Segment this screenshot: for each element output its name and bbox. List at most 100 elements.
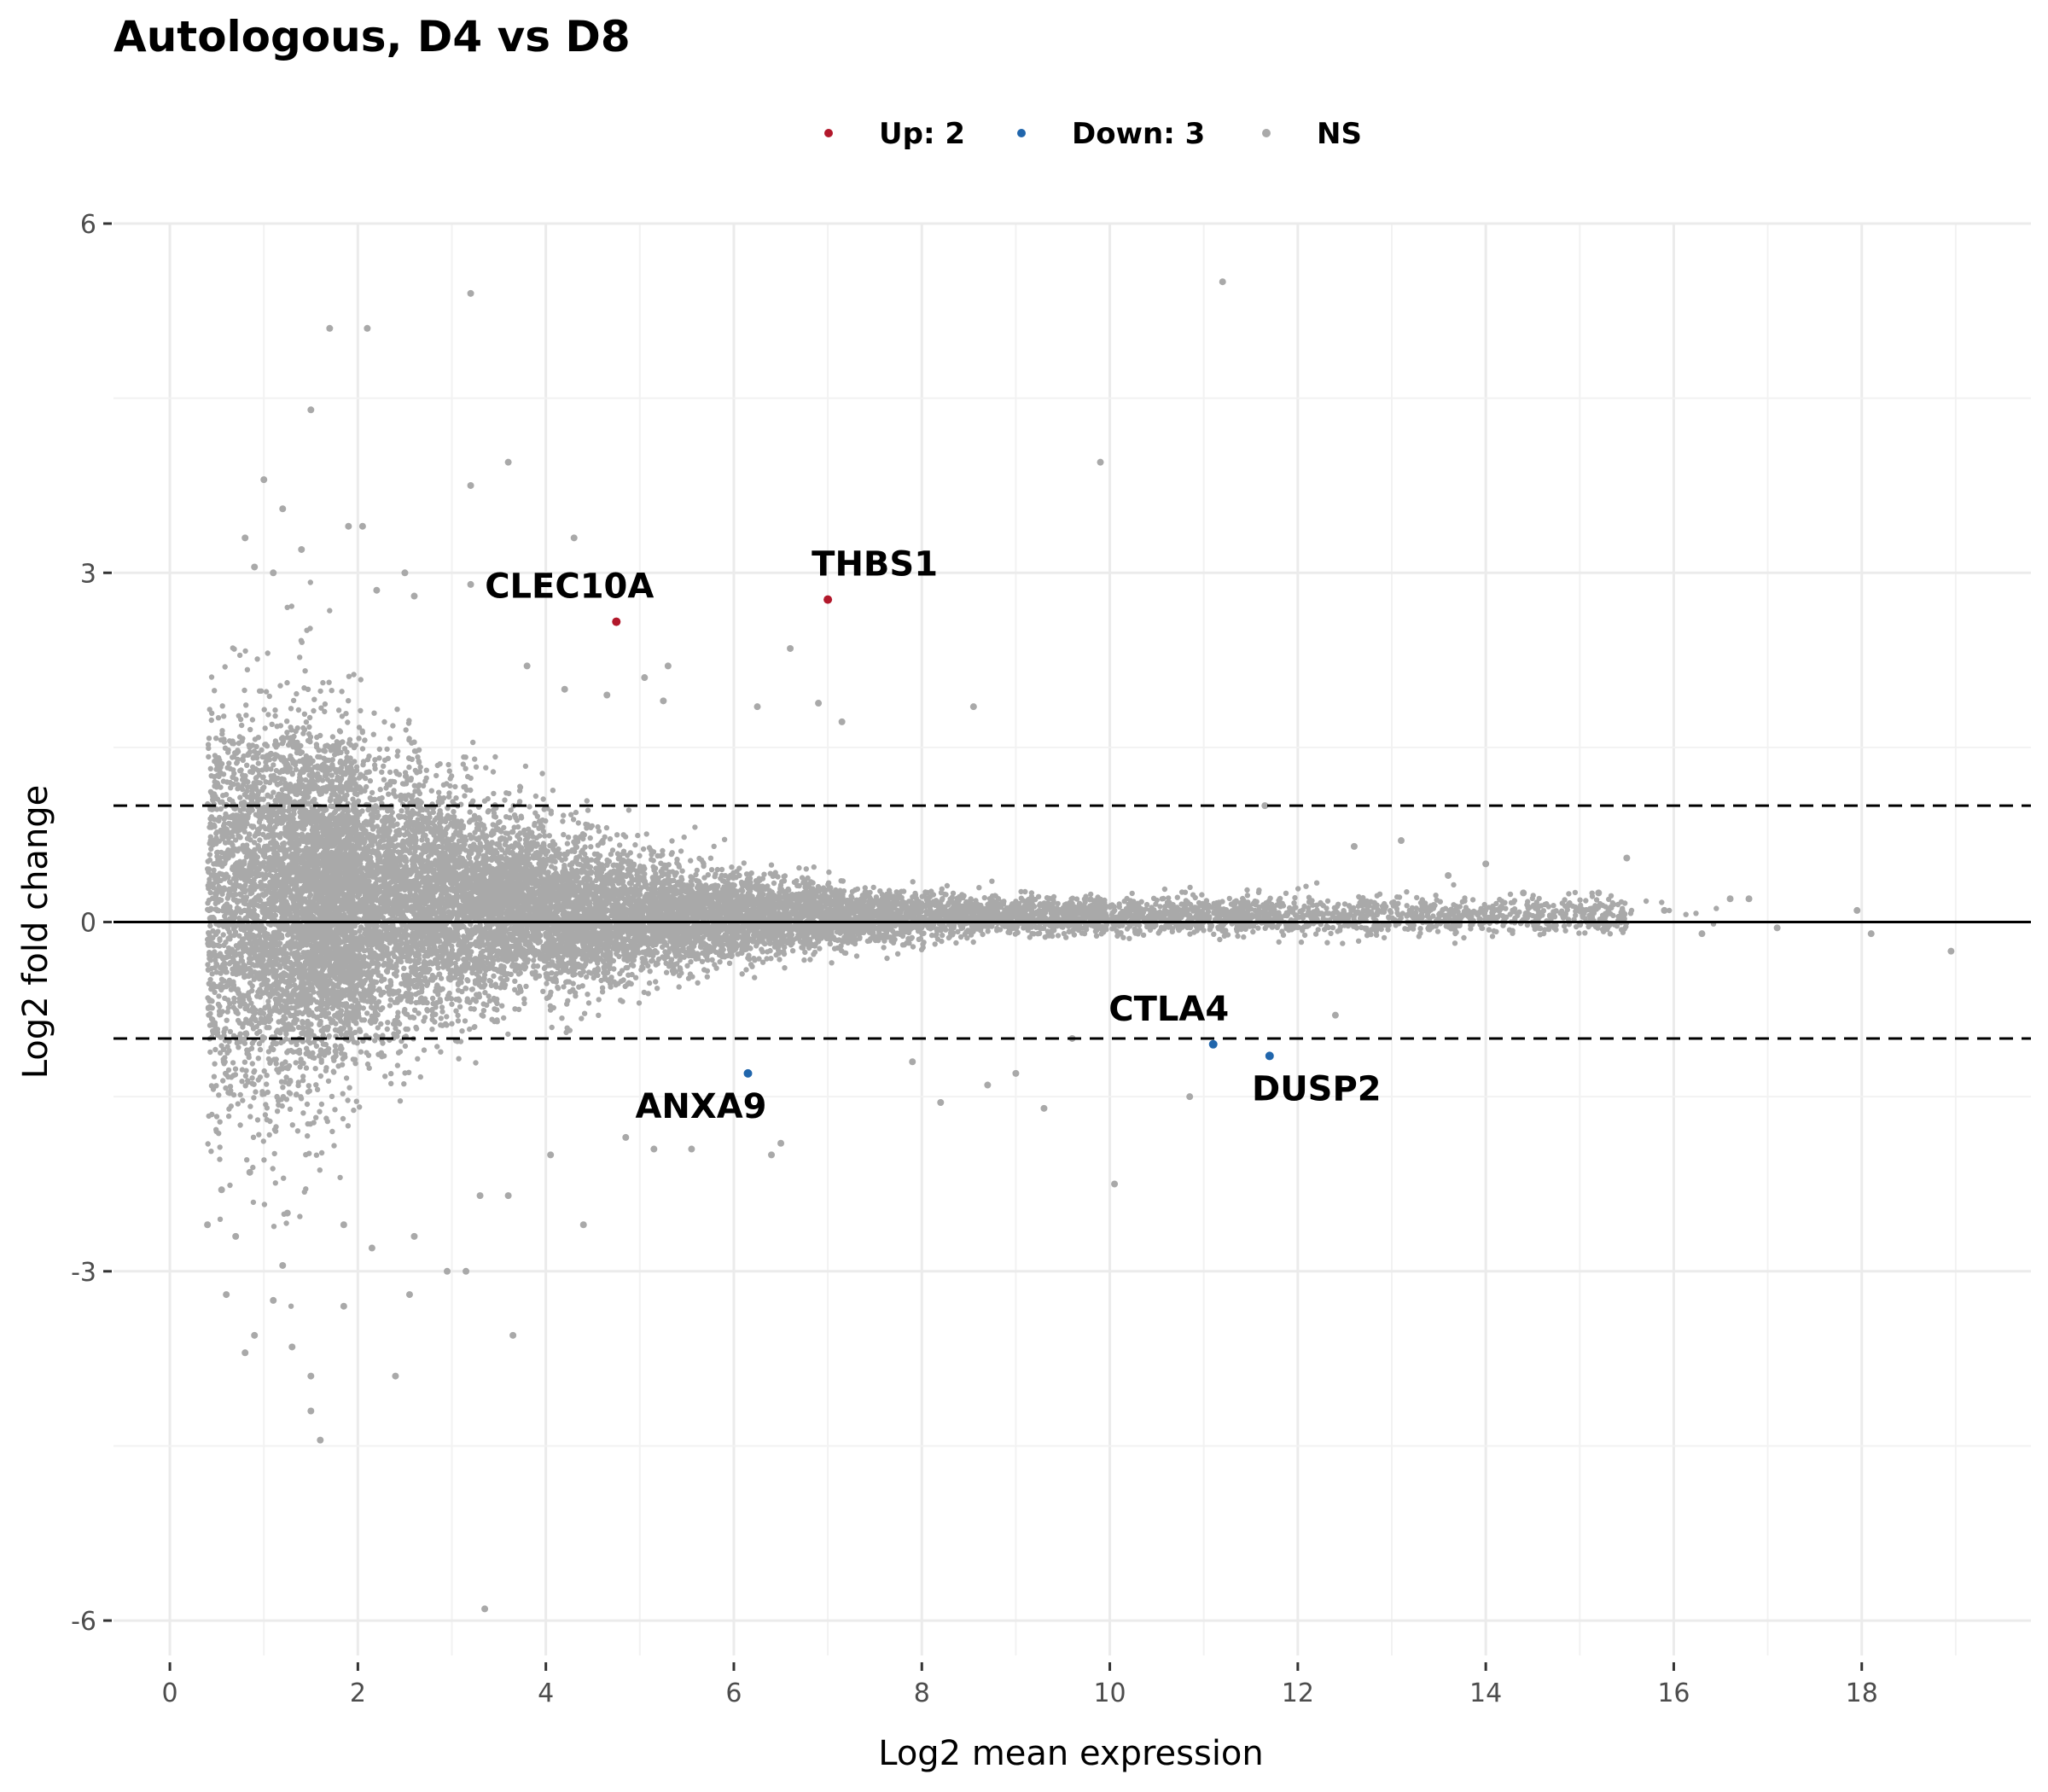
axes: 0 2 4 6 8 10 12 14 16 18 -6 -3 0 3 6 bbox=[71, 210, 1878, 1708]
ns-point bbox=[984, 1081, 992, 1089]
ns-point bbox=[1219, 278, 1226, 286]
ns-point bbox=[251, 563, 259, 571]
ns-point bbox=[688, 1145, 695, 1153]
x-tick-label: 14 bbox=[1469, 1679, 1502, 1708]
ns-point bbox=[504, 1192, 512, 1200]
y-tick-label: -6 bbox=[71, 1607, 96, 1637]
ns-point bbox=[1726, 895, 1734, 903]
gene-label: CLEC10A bbox=[485, 567, 654, 607]
ns-point bbox=[1623, 854, 1631, 862]
ns-point bbox=[298, 545, 305, 553]
ns-point bbox=[246, 1168, 253, 1176]
ns-point bbox=[251, 1331, 259, 1339]
ns-point bbox=[307, 406, 315, 414]
ns-point bbox=[279, 1261, 287, 1269]
ns-point bbox=[358, 522, 366, 530]
down-point bbox=[1265, 1051, 1274, 1061]
ns-point bbox=[401, 569, 409, 577]
ns-point bbox=[1111, 1180, 1119, 1188]
ns-point bbox=[547, 1151, 555, 1159]
legend: Up: 2 Down: 3 NS bbox=[824, 117, 1362, 151]
x-tick-label: 12 bbox=[1282, 1679, 1314, 1708]
x-tick-label: 2 bbox=[350, 1679, 366, 1708]
ns-point bbox=[241, 534, 249, 542]
ns-point bbox=[579, 1221, 587, 1229]
ns-point bbox=[364, 324, 371, 332]
ns-point bbox=[838, 718, 846, 725]
x-tick-label: 18 bbox=[1846, 1679, 1878, 1708]
ns-point bbox=[1040, 1104, 1048, 1112]
up-point bbox=[823, 595, 833, 604]
reference-lines bbox=[113, 804, 2031, 1040]
ns-point bbox=[218, 1186, 225, 1194]
ns-point bbox=[937, 1098, 945, 1106]
ns-point bbox=[204, 1221, 212, 1229]
ns-point bbox=[660, 697, 667, 705]
gene-label: THBS1 bbox=[812, 545, 938, 585]
ns-point bbox=[1012, 1069, 1020, 1077]
ns-point bbox=[444, 1267, 451, 1275]
y-tick-label: 6 bbox=[80, 210, 96, 240]
ns-point bbox=[373, 586, 381, 594]
ns-point bbox=[476, 1192, 484, 1200]
x-tick-label: 6 bbox=[725, 1679, 742, 1708]
down-point bbox=[743, 1068, 753, 1078]
ns-point bbox=[405, 1291, 413, 1299]
legend-item-down: Down: 3 bbox=[1017, 117, 1205, 151]
legend-marker-up bbox=[824, 129, 833, 137]
ns-point bbox=[232, 1232, 240, 1240]
legend-marker-ns bbox=[1262, 129, 1271, 137]
y-tick-label: -3 bbox=[71, 1258, 96, 1288]
ns-point bbox=[570, 534, 578, 542]
ns-point bbox=[270, 569, 277, 577]
ns-point bbox=[1520, 889, 1527, 897]
legend-item-ns: NS bbox=[1262, 117, 1362, 151]
ns-point bbox=[753, 703, 761, 711]
gene-label: CTLA4 bbox=[1108, 990, 1229, 1029]
ns-point bbox=[1261, 802, 1269, 810]
ns-point bbox=[768, 1151, 776, 1159]
y-tick-label: 3 bbox=[80, 559, 96, 589]
ns-point bbox=[909, 1058, 916, 1066]
ns-point bbox=[288, 1343, 296, 1351]
ns-point bbox=[467, 580, 474, 588]
legend-item-up: Up: 2 bbox=[824, 117, 965, 151]
ns-point bbox=[1186, 1093, 1194, 1101]
legend-label-up: Up: 2 bbox=[879, 117, 965, 151]
ns-point bbox=[504, 458, 512, 466]
legend-marker-down bbox=[1017, 129, 1026, 137]
ns-point bbox=[467, 481, 474, 489]
ns-point bbox=[650, 1145, 658, 1153]
ns-point bbox=[326, 324, 334, 332]
y-tick-label: 0 bbox=[80, 909, 96, 939]
ns-point bbox=[969, 703, 977, 711]
ns-point bbox=[410, 592, 418, 600]
ns-point bbox=[641, 674, 649, 682]
ns-point bbox=[223, 1291, 230, 1299]
ns-point bbox=[340, 1302, 347, 1310]
x-tick-label: 10 bbox=[1093, 1679, 1126, 1708]
ns-point bbox=[777, 1139, 785, 1147]
ns-point bbox=[1445, 871, 1452, 879]
ns-point bbox=[1350, 842, 1358, 850]
ns-point bbox=[1853, 906, 1861, 914]
data-points bbox=[204, 278, 1955, 1613]
ns-point bbox=[509, 1331, 517, 1339]
ns-point bbox=[345, 522, 352, 530]
ns-point bbox=[1661, 906, 1668, 914]
gene-labels: CLEC10A THBS1 ANXA9 CTLA4 DUSP2 bbox=[485, 545, 1381, 1126]
ns-point bbox=[283, 1209, 291, 1217]
ns-point bbox=[467, 289, 474, 297]
legend-label-ns: NS bbox=[1317, 117, 1362, 151]
ns-point bbox=[368, 1244, 375, 1252]
ns-point bbox=[410, 1232, 418, 1240]
ns-point bbox=[1331, 1011, 1339, 1019]
ns-point bbox=[1698, 930, 1706, 938]
significant-points bbox=[612, 595, 1274, 1078]
ns-point bbox=[307, 1407, 315, 1415]
ns-point bbox=[523, 662, 531, 670]
ns-point bbox=[1947, 947, 1955, 955]
ns-point bbox=[1482, 860, 1490, 868]
ns-point bbox=[317, 1436, 324, 1444]
